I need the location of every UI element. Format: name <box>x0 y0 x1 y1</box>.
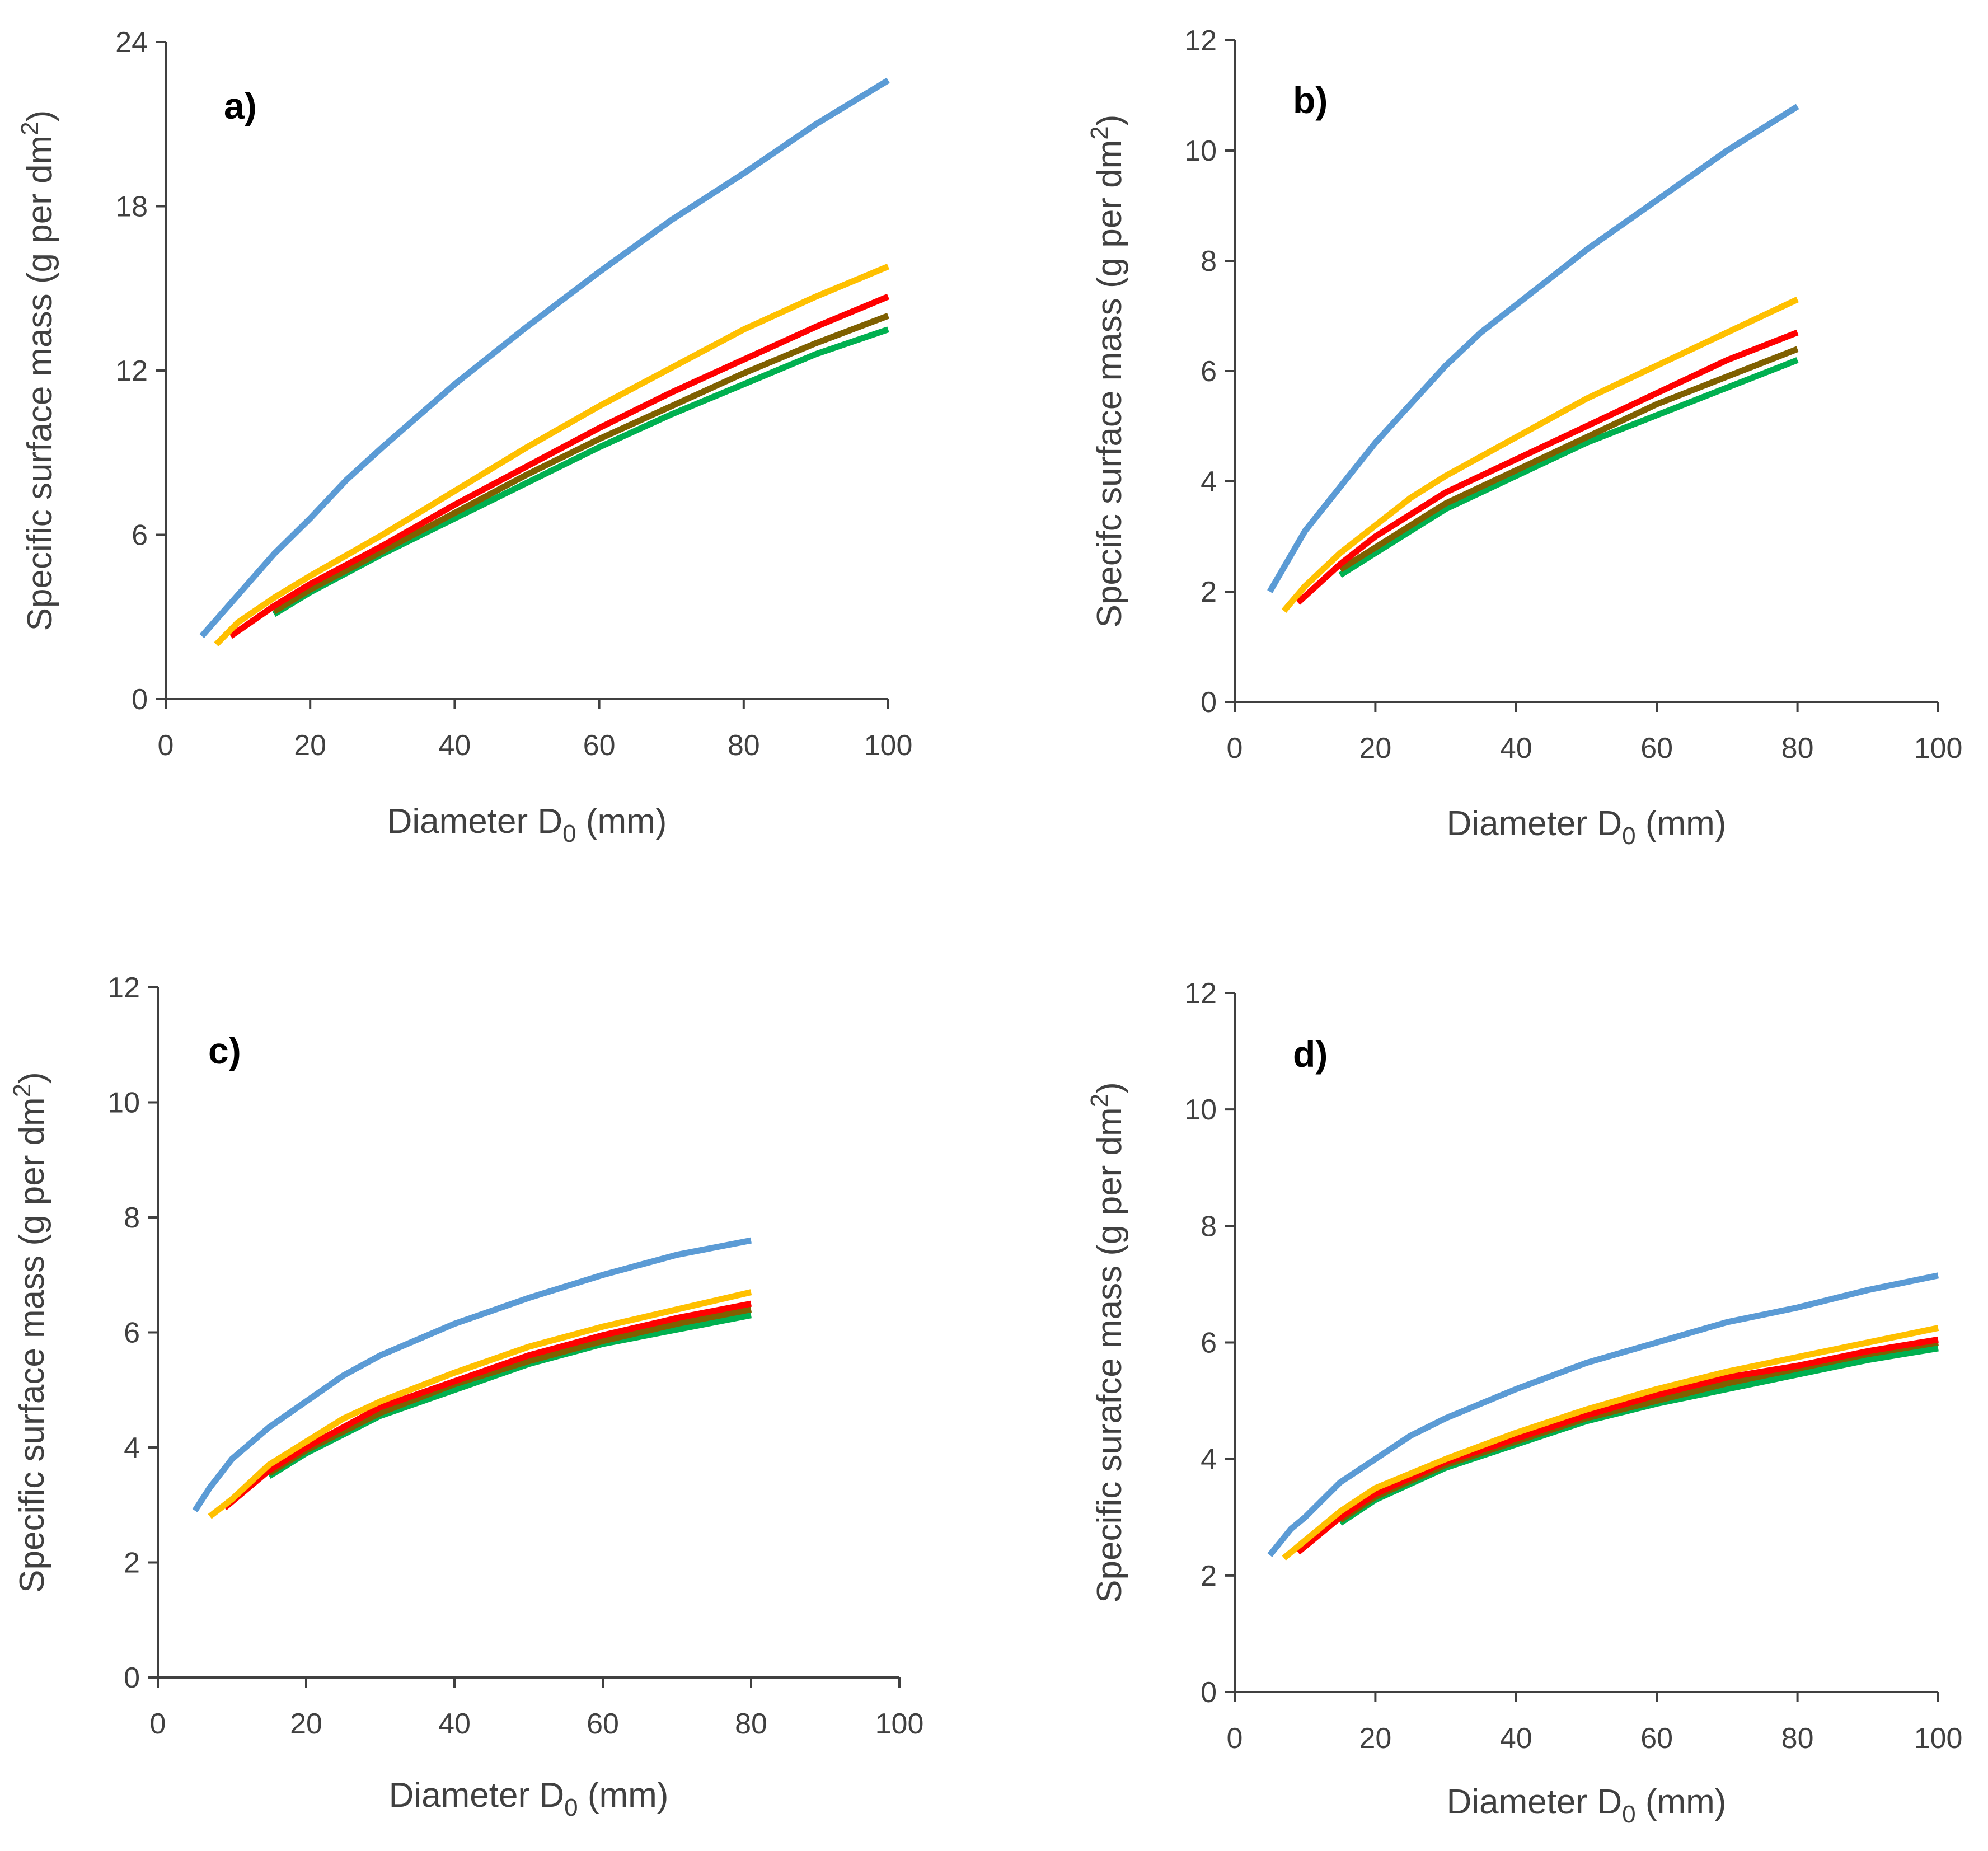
series-line-yellow <box>1282 1325 1939 1561</box>
series-line-brown <box>1338 1339 1939 1523</box>
series-line-red <box>1296 329 1799 605</box>
series-line-brown <box>267 1306 752 1476</box>
x-tick-label: 60 <box>1640 1722 1673 1755</box>
y-tick-label: 2 <box>1201 1560 1217 1592</box>
y-tick-label: 10 <box>1184 135 1217 167</box>
y-tick-label: 10 <box>107 1087 140 1119</box>
y-tick-label: 0 <box>124 1662 140 1694</box>
x-tick-label: 80 <box>728 729 760 762</box>
series-line-green <box>267 1312 752 1479</box>
y-tick-label: 0 <box>1201 686 1217 719</box>
panel-label: d) <box>1293 1033 1328 1075</box>
x-tick-label: 20 <box>294 729 326 762</box>
series-line-blue <box>1267 1272 1939 1557</box>
series-line-red <box>1296 1336 1939 1555</box>
x-axis-title: Diameter D0 (mm) <box>387 802 667 847</box>
x-tick-label: 20 <box>1359 1722 1391 1755</box>
y-tick-label: 12 <box>1184 25 1217 57</box>
series-line-red <box>222 1300 752 1511</box>
x-tick-label: 40 <box>1500 1722 1532 1755</box>
y-axis-title: Specifc surface mass (g per dm2) <box>1086 115 1129 628</box>
y-tick-label: 0 <box>132 683 148 716</box>
series-line-red <box>229 293 890 639</box>
series-line-yellow <box>208 1289 752 1519</box>
y-tick-label: 24 <box>115 26 148 59</box>
x-tick-label: 60 <box>1640 732 1673 765</box>
x-tick-label: 0 <box>1227 1722 1243 1755</box>
x-axis-title: Diameter D0 (mm) <box>389 1776 669 1821</box>
y-tick-label: 2 <box>1201 576 1217 608</box>
x-tick-label: 100 <box>875 1708 924 1740</box>
x-tick-label: 80 <box>735 1708 767 1740</box>
x-axis-title: Diameter D0 (mm) <box>1447 1783 1727 1828</box>
x-tick-label: 20 <box>290 1708 322 1740</box>
x-tick-label: 0 <box>158 729 174 762</box>
y-axis-title: Specific surafce mass (g per dm2) <box>1086 1082 1129 1603</box>
x-tick-label: 20 <box>1359 732 1391 765</box>
panel-label: a) <box>224 85 257 126</box>
y-tick-label: 2 <box>124 1547 140 1580</box>
y-tick-label: 12 <box>115 355 148 387</box>
x-tick-label: 40 <box>1500 732 1532 765</box>
x-tick-label: 40 <box>438 1708 471 1740</box>
y-tick-label: 8 <box>1201 245 1217 278</box>
series-line-yellow <box>1281 297 1799 613</box>
y-tick-label: 12 <box>1184 977 1217 1010</box>
panel-label: c) <box>208 1030 241 1071</box>
y-tick-label: 0 <box>1201 1676 1217 1709</box>
x-tick-label: 100 <box>864 729 913 762</box>
series-line-yellow <box>214 264 890 647</box>
x-axis-title: Diameter D0 (mm) <box>1447 804 1727 850</box>
y-tick-label: 6 <box>132 519 148 552</box>
x-tick-label: 60 <box>587 1708 619 1740</box>
chart-panel-4: 0 2 4 6 8 10 12 0 20 40 60 80 100 Diameter D0 (mm) Spe… <box>1086 977 1962 1828</box>
chart-panel-1: 0 6 12 18 24 0 20 40 60 80 100 Diameter D0 (mm) Spec… <box>16 26 912 847</box>
y-tick-label: 4 <box>124 1432 140 1464</box>
x-tick-label: 0 <box>150 1708 166 1740</box>
x-tick-label: 80 <box>1781 732 1814 765</box>
y-tick-label: 8 <box>1201 1210 1217 1243</box>
chart-panel-2: 0 2 4 6 8 10 12 0 20 40 60 80 100 Diameter D0 (mm) Spe… <box>1086 25 1962 850</box>
y-tick-label: 6 <box>124 1317 140 1349</box>
series-line-green <box>1338 357 1799 578</box>
y-tick-label: 8 <box>124 1202 140 1234</box>
y-tick-label: 6 <box>1201 1327 1217 1360</box>
series-line-green <box>272 326 889 617</box>
panel-label: b) <box>1293 79 1328 121</box>
series-line-blue <box>1267 104 1799 593</box>
x-tick-label: 100 <box>1914 732 1963 765</box>
y-tick-label: 4 <box>1201 1444 1217 1476</box>
x-tick-label: 0 <box>1227 732 1243 765</box>
series-line-blue <box>192 1237 752 1512</box>
x-tick-label: 40 <box>438 729 471 762</box>
chart-panel-3: 0 2 4 6 8 10 12 0 20 40 60 80 100 Diameter D0 (mm) Spe… <box>8 972 923 1821</box>
y-tick-label: 18 <box>115 191 148 223</box>
x-tick-label: 60 <box>583 729 616 762</box>
series-line-green <box>1338 1345 1939 1526</box>
series-line-brown <box>1338 346 1799 573</box>
y-axis-title: Specific surface mass (g per dm2) <box>16 110 59 631</box>
y-tick-label: 6 <box>1201 355 1217 388</box>
series-line-brown <box>272 313 889 615</box>
y-tick-label: 12 <box>107 972 140 1004</box>
x-tick-label: 100 <box>1914 1722 1963 1755</box>
series-line-blue <box>199 77 890 639</box>
y-axis-title: Specific surface mass (g per dm2) <box>8 1072 51 1593</box>
x-tick-label: 80 <box>1781 1722 1814 1755</box>
y-tick-label: 10 <box>1184 1094 1217 1126</box>
y-tick-label: 4 <box>1201 466 1217 498</box>
